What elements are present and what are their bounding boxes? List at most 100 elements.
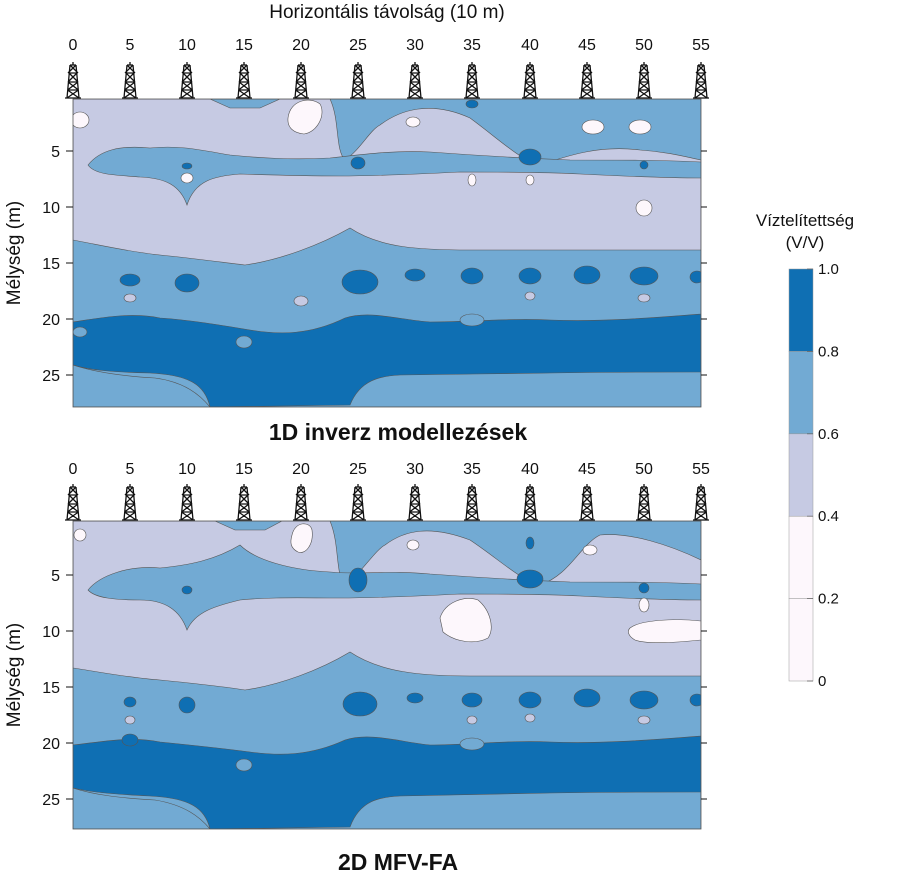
legend-swatch-0.6 (788, 351, 814, 435)
top-x-tick-50: 50 (635, 37, 653, 54)
panel-1d: 0 5 10 15 20 25 30 35 40 45 50 55 (4, 37, 710, 445)
rig-icon (521, 483, 539, 521)
bottom-panel-title: 2D MFV-FA (338, 849, 458, 875)
bottom-lens-18m-b (466, 715, 478, 725)
top-lens-6m-a (350, 156, 366, 170)
panel-2d: 0 5 10 15 20 25 30 35 40 45 50 55 (4, 461, 710, 875)
legend-title-line1: Víztelítettség (756, 211, 854, 230)
bottom-x-tick-5: 5 (126, 461, 135, 478)
bottom-white-spot-e (73, 528, 87, 542)
top-contour-map (73, 99, 701, 407)
top-lens-16m-c (341, 269, 379, 295)
bottom-lens-16m-f (518, 691, 542, 709)
rig-icon (235, 61, 253, 99)
top-x-tick-10: 10 (178, 37, 196, 54)
top-x-tick-35: 35 (463, 37, 481, 54)
bottom-band-26m-lower (73, 787, 211, 829)
top-lens-16m-a (119, 273, 141, 287)
bottom-lens-16m-a (123, 696, 137, 708)
top-band-6m (87, 146, 701, 206)
top-plot-frame (72, 98, 702, 408)
top-white-spot-d (73, 111, 90, 129)
bottom-y-tick-labels: 5 10 15 20 25 (42, 568, 60, 809)
top-band-21m (73, 313, 701, 407)
bottom-band-6m (87, 544, 701, 631)
bottom-x-tick-35: 35 (463, 461, 481, 478)
rig-icon (406, 61, 424, 99)
bottom-white-spot-a (290, 523, 313, 553)
legend-swatch-0.2 (788, 515, 814, 599)
top-x-tick-55: 55 (692, 37, 710, 54)
top-rig-row (64, 61, 710, 99)
bottom-white-spot-d (582, 544, 598, 556)
legend-title-line2: (V/V) (786, 233, 825, 252)
top-y-tick-10: 10 (42, 200, 60, 217)
top-white-spot-a (287, 99, 323, 135)
top-lens-18m-c (524, 291, 536, 301)
bottom-lens-20m-b (235, 758, 253, 772)
bottom-lens-18m-c (524, 713, 536, 723)
top-lens-18m-a (123, 293, 137, 303)
bottom-x-tick-0: 0 (69, 461, 78, 478)
rig-icon (349, 61, 367, 99)
legend-tick-label: 0.2 (818, 591, 839, 608)
bottom-lens-6m-c (181, 585, 193, 595)
bottom-x-tick-40: 40 (521, 461, 539, 478)
rig-icon (635, 483, 653, 521)
bottom-lens-20m-c (121, 733, 139, 747)
top-x-tick-25: 25 (349, 37, 367, 54)
top-white-spot-h (467, 173, 477, 187)
top-lens-18m-b (293, 295, 309, 307)
legend-swatches (788, 268, 814, 682)
bottom-x-tick-50: 50 (635, 461, 653, 478)
x-axis-title: Horizontális távolság (10 m) (269, 2, 504, 23)
bottom-y-tick-25: 25 (42, 792, 60, 809)
rig-icon (521, 61, 539, 99)
legend-tick-label: 1.0 (818, 261, 839, 278)
top-lens-16m-h (629, 266, 659, 286)
top-x-tick-30: 30 (406, 37, 424, 54)
legend-swatch-0 (788, 598, 814, 682)
bottom-x-tick-20: 20 (292, 461, 310, 478)
bottom-x-tick-45: 45 (578, 461, 596, 478)
top-lens-6m-c (181, 162, 193, 170)
bottom-x-tick-10: 10 (178, 461, 196, 478)
top-x-tick-20: 20 (292, 37, 310, 54)
rig-icon (64, 483, 82, 521)
legend: Víztelítettség (V/V) 0 0.2 0.4 0.6 0.8 1.0 (756, 211, 854, 690)
top-lens-6m-d (639, 160, 649, 170)
top-lens-20m-a (459, 313, 485, 327)
top-y-axis-title: Mélység (m) (4, 201, 25, 306)
bottom-y-tick-10: 10 (42, 624, 60, 641)
rig-icon (406, 483, 424, 521)
top-band-26m-lower (73, 364, 211, 407)
rig-icon (578, 61, 596, 99)
top-white-spot-b (581, 119, 605, 135)
rig-icon (178, 61, 196, 99)
bottom-white-spot-c (628, 619, 701, 644)
bottom-x-tick-15: 15 (235, 461, 253, 478)
rig-icon (578, 483, 596, 521)
bottom-x-tick-labels: 0 5 10 15 20 25 30 35 40 45 50 55 (69, 461, 710, 478)
top-lens-20m-b (235, 335, 253, 349)
bottom-lens-18m-a (124, 715, 136, 725)
top-panel-title: 1D inverz modellezések (269, 419, 527, 445)
legend-tick-label: 0.8 (818, 343, 839, 360)
bottom-lens-16m-d (406, 692, 424, 704)
top-lens-16m-d (404, 268, 426, 282)
top-white-spot-f (180, 172, 194, 184)
top-lens-16m-f (518, 267, 542, 285)
top-lens-18m-d (637, 293, 651, 303)
top-lens-16m-b (174, 273, 200, 293)
top-y-tick-15: 15 (42, 256, 60, 273)
bottom-lens-6m-d (638, 582, 650, 594)
bottom-lens-6m-b (516, 569, 544, 589)
rig-icon (235, 483, 253, 521)
bottom-lens-16m-c (342, 691, 378, 717)
rig-icon (692, 61, 710, 99)
top-x-tick-5: 5 (126, 37, 135, 54)
top-lens-20m-c (73, 326, 88, 338)
top-y-ticks (66, 150, 707, 376)
bottom-lens-6m-a (348, 567, 368, 593)
